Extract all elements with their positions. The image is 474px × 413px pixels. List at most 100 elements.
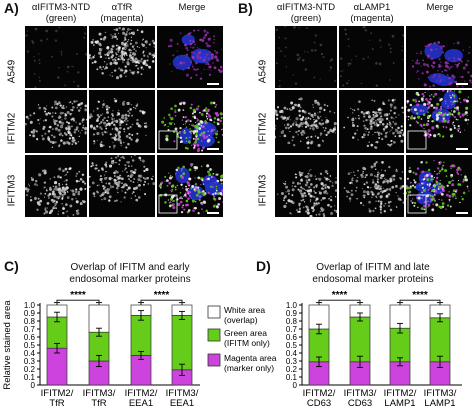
significance-bracket bbox=[399, 299, 441, 303]
y-tick-label: 0.8 bbox=[286, 317, 298, 326]
significance-label: **** bbox=[412, 290, 428, 301]
y-tick-label: 0.7 bbox=[286, 325, 298, 334]
panel-a-image-ifitm3-marker bbox=[89, 155, 155, 217]
y-tick-label: 0.9 bbox=[286, 309, 298, 318]
panel-a-col2-channel: (magenta) bbox=[100, 13, 144, 24]
panel-a-col2-header: αTfR (magenta) bbox=[88, 2, 156, 24]
x-tick-label: TfR bbox=[91, 398, 106, 409]
x-tick-label: IFITM3/ bbox=[83, 388, 116, 399]
y-tick-label: 0.2 bbox=[286, 365, 298, 374]
significance-label: **** bbox=[332, 290, 348, 301]
panel-b-image-ifitm3-marker bbox=[339, 155, 404, 217]
panel-a-col2-antibody: αTfR bbox=[111, 2, 133, 13]
y-tick-label: 0.6 bbox=[286, 333, 298, 342]
bar-segment bbox=[171, 315, 193, 371]
x-tick-label: LAMP1 bbox=[424, 398, 455, 409]
bar-segment bbox=[130, 315, 152, 356]
bar-segment bbox=[349, 316, 371, 363]
y-tick-label: 0 bbox=[293, 381, 298, 390]
significance-label: **** bbox=[154, 290, 170, 301]
panel-a-image-a549-merge bbox=[157, 26, 223, 88]
panel-b-image-ifitm3-merge bbox=[406, 155, 472, 217]
x-tick-label: IFITM2/ bbox=[41, 388, 74, 399]
panel-b-col1-channel: (green) bbox=[290, 13, 322, 24]
panel-a-image-ifitm2-ifitm bbox=[25, 90, 87, 153]
panel-a-letter: A) bbox=[4, 0, 19, 16]
panel-b-image-a549-ifitm bbox=[275, 26, 337, 88]
bar-segment bbox=[46, 347, 68, 386]
panel-c-title-line2: endosomal marker proteins bbox=[69, 274, 191, 285]
x-tick-label: TfR bbox=[49, 398, 64, 409]
x-tick-label: LAMP1 bbox=[384, 398, 415, 409]
panel-d-title-line1: Overlap of IFITM and late bbox=[316, 262, 430, 273]
panel-a-image-ifitm3-merge bbox=[157, 155, 223, 217]
significance-bracket bbox=[56, 299, 100, 303]
panel-a-col1-channel: (green) bbox=[45, 13, 77, 24]
bar-segment bbox=[429, 317, 451, 363]
panel-a-image-a549-ifitm bbox=[25, 26, 87, 88]
x-tick-label: IFITM3/ bbox=[424, 388, 457, 399]
legend: White area(overlap) Green area(IFITM only… bbox=[207, 305, 277, 373]
legend-swatch-green bbox=[207, 328, 221, 342]
y-tick-label: 0.4 bbox=[24, 349, 36, 358]
y-tick-label: 0.3 bbox=[286, 357, 298, 366]
panel-b-image-a549-marker bbox=[339, 26, 404, 88]
y-tick-label: 0 bbox=[31, 381, 36, 390]
x-tick-label: IFITM3/ bbox=[166, 388, 199, 399]
y-tick-label: 0.9 bbox=[24, 309, 36, 318]
legend-label-white: White area bbox=[224, 305, 265, 315]
y-tick-label: 0.4 bbox=[286, 349, 298, 358]
y-tick-label: 0.6 bbox=[24, 333, 36, 342]
y-tick-label: 0.1 bbox=[286, 373, 298, 382]
legend-label-green: (IFITM only) bbox=[224, 338, 270, 348]
panel-b-image-ifitm2-merge bbox=[406, 90, 472, 153]
x-tick-label: EEA1 bbox=[170, 398, 194, 409]
y-tick-label: 0.1 bbox=[24, 373, 36, 382]
significance-bracket bbox=[140, 299, 183, 303]
panel-b-col2-antibody: αLAMP1 bbox=[353, 2, 391, 13]
panel-a-image-ifitm3-ifitm bbox=[25, 155, 87, 217]
panel-d-title-line2: endosomal marker proteins bbox=[312, 274, 434, 285]
panel-b-col2-header: αLAMP1 (magenta) bbox=[338, 2, 406, 24]
significance-label: **** bbox=[70, 290, 86, 301]
x-tick-label: IFITM3/ bbox=[344, 388, 377, 399]
panel-c-title: Overlap of IFITM and early endosomal mar… bbox=[45, 262, 215, 286]
x-tick-label: CD63 bbox=[307, 398, 331, 409]
panel-b-image-ifitm2-marker bbox=[339, 90, 404, 153]
panel-c-title-line1: Overlap of IFITM and early bbox=[70, 262, 190, 273]
panel-b-col3-header: Merge bbox=[426, 2, 454, 13]
x-tick-label: IFITM2/ bbox=[303, 388, 336, 399]
y-tick-label: 1.0 bbox=[286, 301, 298, 310]
panel-b-col1-header: αIFITM3-NTD (green) bbox=[271, 2, 341, 24]
x-tick-label: CD63 bbox=[348, 398, 372, 409]
y-tick-label: 0.5 bbox=[24, 341, 36, 350]
legend-label-white: (overlap) bbox=[224, 315, 258, 325]
y-axis-label: Relative stained area bbox=[2, 300, 13, 390]
y-tick-label: 0.2 bbox=[24, 365, 36, 374]
legend-swatch-magenta bbox=[207, 353, 221, 367]
panel-c-letter: C) bbox=[4, 258, 19, 274]
y-tick-label: 0.7 bbox=[24, 325, 36, 334]
panel-b-letter: B) bbox=[238, 0, 253, 16]
x-tick-label: IFITM2/ bbox=[384, 388, 417, 399]
panel-a-image-ifitm2-merge bbox=[157, 90, 223, 153]
panel-a-image-ifitm2-marker bbox=[89, 90, 155, 153]
panel-b-image-ifitm3-ifitm bbox=[275, 155, 337, 217]
panel-d-title: Overlap of IFITM and late endosomal mark… bbox=[288, 262, 458, 286]
panel-b-col2-channel: (magenta) bbox=[350, 13, 394, 24]
y-tick-label: 1.0 bbox=[24, 301, 36, 310]
panel-a-col1-antibody: αIFITM3-NTD bbox=[31, 2, 91, 13]
panel-a-col3-header: Merge bbox=[178, 2, 206, 13]
panel-b-image-a549-merge bbox=[406, 26, 472, 88]
panel-a-col1-header: αIFITM3-NTD (green) bbox=[27, 2, 95, 24]
chart-c: 00.10.20.30.40.50.60.70.80.91.0 Relative … bbox=[2, 290, 200, 409]
panel-b-image-ifitm2-ifitm bbox=[275, 90, 337, 153]
y-tick-label: 0.3 bbox=[24, 357, 36, 366]
x-tick-label: IFITM2/ bbox=[125, 388, 158, 399]
panel-d-letter: D) bbox=[256, 258, 271, 274]
legend-label-green: Green area bbox=[224, 328, 267, 338]
significance-bracket bbox=[318, 299, 361, 303]
x-tick-label: EEA1 bbox=[129, 398, 153, 409]
y-tick-label: 0.5 bbox=[286, 341, 298, 350]
